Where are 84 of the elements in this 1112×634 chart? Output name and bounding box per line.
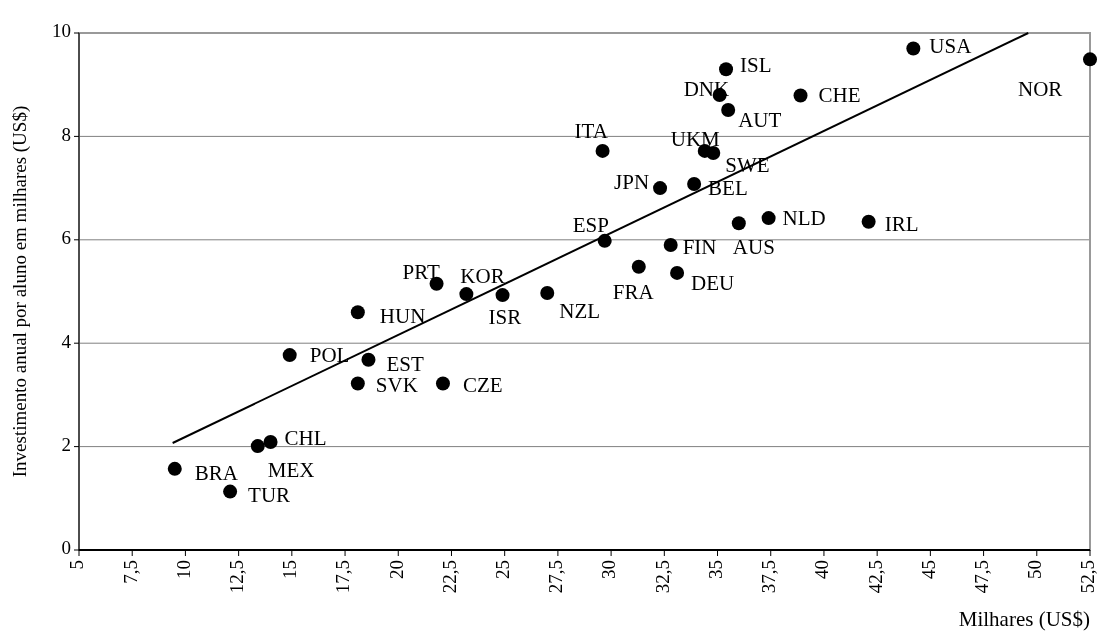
y-tick-label: 8	[61, 123, 71, 145]
point	[435, 376, 450, 391]
x-tick-label: 30	[598, 560, 620, 579]
point	[167, 461, 182, 476]
data-label: POL	[309, 342, 350, 367]
data-label: NOR	[1018, 77, 1063, 102]
point	[861, 214, 876, 229]
point	[1083, 52, 1097, 67]
y-tick-label: 4	[61, 330, 72, 352]
point	[361, 352, 376, 367]
data-label: NZL	[559, 298, 601, 323]
point	[631, 259, 646, 274]
x-tick-label: 35	[704, 560, 726, 579]
y-tick-label: 2	[61, 433, 71, 455]
data-label: CZE	[462, 373, 503, 398]
point	[223, 484, 238, 499]
point	[687, 176, 702, 191]
x-tick-label: 45	[917, 560, 939, 579]
x-tick-label: 22,5	[438, 560, 460, 594]
data-label: ITA	[574, 118, 609, 143]
y-tick-label: 10	[52, 20, 71, 42]
data-label: UKM	[670, 126, 721, 151]
point	[350, 305, 365, 320]
y-axis-title: Investimento anual por aluno em milhares (US$)	[9, 105, 32, 478]
x-tick-label: 20	[385, 560, 407, 579]
point	[459, 287, 474, 302]
data-label: SVK	[375, 373, 418, 398]
point	[495, 288, 510, 303]
x-tick-label: 37,5	[758, 560, 780, 594]
x-tick-label: 5	[66, 560, 88, 570]
x-tick-label: 52,5	[1077, 560, 1099, 594]
x-tick-label: 40	[811, 560, 833, 579]
x-tick-label: 17,5	[332, 560, 354, 594]
data-label: KOR	[460, 263, 505, 288]
point	[721, 103, 736, 118]
data-label: NLD	[782, 205, 826, 230]
data-label: HUN	[379, 303, 426, 328]
data-label: BEL	[708, 175, 748, 200]
x-tick-label: 10	[172, 560, 194, 579]
data-label: IRL	[884, 211, 919, 236]
data-label: DEU	[691, 270, 735, 295]
point	[350, 376, 365, 391]
x-tick-label: 47,5	[970, 560, 992, 594]
point	[731, 216, 746, 231]
y-tick-label: 6	[61, 227, 71, 249]
x-tick-label: 32,5	[651, 560, 673, 594]
point	[719, 62, 734, 77]
data-label: JPN	[614, 169, 650, 194]
point	[653, 181, 668, 196]
data-label: FIN	[682, 234, 717, 259]
data-label: PRT	[402, 259, 440, 284]
data-label: CHE	[818, 83, 861, 108]
point	[670, 265, 685, 280]
point	[250, 439, 265, 454]
x-tick-label: 25	[492, 560, 514, 579]
x-tick-label: 15	[279, 560, 301, 579]
y-tick-label: 0	[61, 537, 71, 559]
data-label: TUR	[248, 483, 291, 508]
data-label: AUT	[738, 107, 782, 132]
point	[793, 88, 808, 103]
x-tick-label: 50	[1024, 560, 1046, 579]
data-label: EST	[386, 351, 424, 376]
data-label: USA	[929, 34, 973, 59]
data-label: ESP	[572, 212, 609, 237]
data-label: BRA	[194, 460, 239, 485]
point	[540, 286, 555, 301]
data-label: FRA	[612, 280, 655, 305]
x-tick-label: 12,5	[225, 560, 247, 594]
x-axis-title: Milhares (US$)	[958, 607, 1090, 631]
x-tick-label: 27,5	[545, 560, 567, 594]
x-tick-label: 42,5	[864, 560, 886, 594]
point	[663, 237, 678, 252]
data-label: ISR	[488, 304, 522, 329]
point	[595, 143, 610, 158]
point	[706, 145, 721, 160]
point	[761, 211, 776, 226]
data-label: MEX	[267, 457, 315, 482]
data-label: AUS	[732, 235, 775, 260]
data-label: CHL	[284, 425, 327, 450]
x-tick-label: 7,5	[119, 560, 141, 584]
point	[282, 348, 297, 363]
point	[263, 434, 278, 449]
point	[906, 41, 921, 56]
data-label: ISL	[740, 53, 772, 77]
